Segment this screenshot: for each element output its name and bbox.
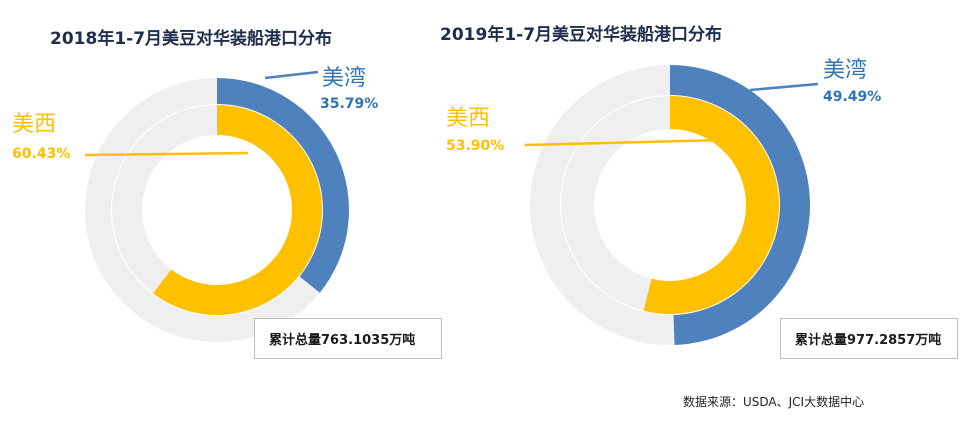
label-gulf-2018: 美湾 bbox=[322, 66, 367, 91]
value-gulf-2018: 35.79% bbox=[320, 96, 379, 112]
total-note-2019: 累计总量977.2857万吨 bbox=[780, 318, 958, 359]
donut-slice-west bbox=[153, 105, 322, 315]
chart-title-2019: 2019年1-7月美豆对华装船港口分布 bbox=[440, 25, 723, 45]
value-west-2019: 53.90% bbox=[446, 138, 505, 154]
label-gulf-2019: 美湾 bbox=[823, 58, 868, 83]
value-west-2018: 60.43% bbox=[12, 146, 71, 162]
value-gulf-2019: 49.49% bbox=[823, 89, 882, 105]
total-note-2018: 累计总量763.1035万吨 bbox=[254, 318, 442, 359]
leader-line-gulf bbox=[749, 82, 819, 92]
label-west-2018: 美西 bbox=[12, 112, 57, 137]
label-west-2019: 美西 bbox=[446, 106, 491, 131]
donut-slice-west bbox=[643, 95, 780, 315]
source-note: 数据来源：USDA、JCI大数据中心 bbox=[683, 395, 865, 409]
donut-rest-inner bbox=[111, 105, 217, 294]
donut-slice-gulf bbox=[217, 78, 349, 293]
donut-slice-gulf bbox=[670, 65, 810, 345]
donut-rest-outer bbox=[529, 65, 675, 346]
donut-rest-inner bbox=[561, 96, 670, 311]
leader-line-west bbox=[84, 151, 249, 157]
leader-line-west bbox=[524, 138, 726, 147]
chart-title-2018: 2018年1-7月美豆对华装船港口分布 bbox=[50, 29, 333, 49]
leader-line-gulf bbox=[264, 70, 319, 80]
